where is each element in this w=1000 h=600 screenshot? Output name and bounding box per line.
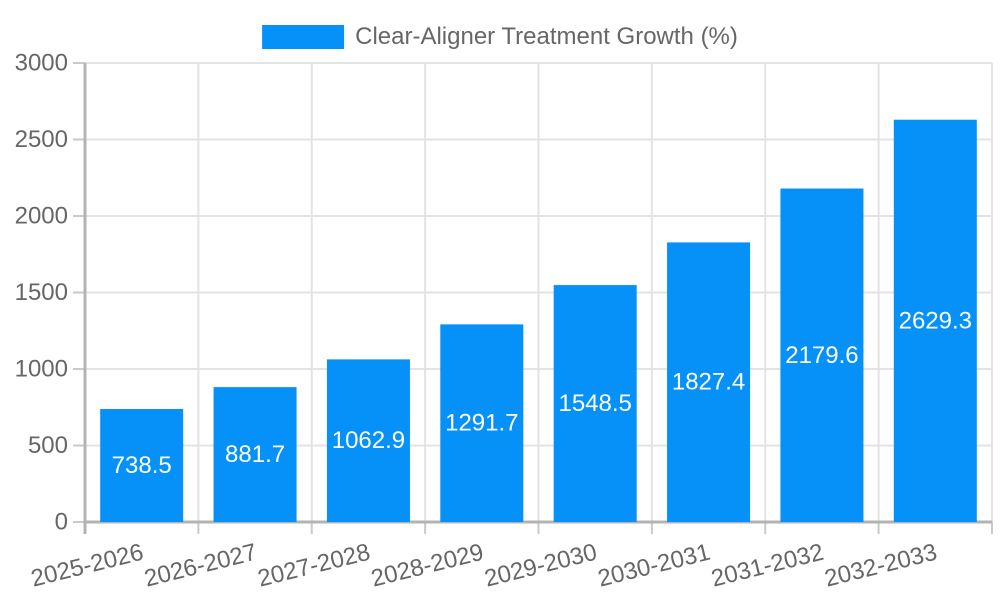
x-tick-label: 2029-2030 <box>482 539 600 593</box>
bar-2029-2030[interactable] <box>553 285 637 522</box>
x-tick-label: 2027-2028 <box>255 539 373 593</box>
y-tick-label: 1000 <box>15 356 68 383</box>
bar-2025-2026[interactable] <box>100 409 184 522</box>
bar-value-label: 1291.7 <box>445 410 518 437</box>
bar-value-label: 1548.5 <box>558 390 631 417</box>
x-tick-label: 2026-2027 <box>142 539 260 593</box>
bar-value-label: 2179.6 <box>785 342 858 369</box>
y-tick-label: 3000 <box>15 50 68 77</box>
y-tick-label: 0 <box>55 509 68 536</box>
x-tick-label: 2032-2033 <box>822 539 940 593</box>
x-tick-label: 2031-2032 <box>708 539 826 593</box>
bar-2028-2029[interactable] <box>440 324 524 522</box>
bar-2027-2028[interactable] <box>326 359 410 522</box>
x-tick-label: 2025-2026 <box>28 539 146 593</box>
legend-color-swatch <box>262 25 345 49</box>
bar-value-label: 881.7 <box>225 441 285 468</box>
x-tick-label: 2028-2029 <box>368 539 486 593</box>
legend-label: Clear-Aligner Treatment Growth (%) <box>355 23 738 50</box>
y-tick-label: 2000 <box>15 203 68 230</box>
bar-value-label: 1827.4 <box>672 369 745 396</box>
bar-value-label: 1062.9 <box>332 427 405 454</box>
bar-2032-2033[interactable] <box>893 119 977 522</box>
x-tick-label: 2030-2031 <box>595 539 713 593</box>
chart-legend[interactable]: Clear-Aligner Treatment Growth (%) <box>262 23 738 51</box>
bar-value-label: 2629.3 <box>899 307 972 334</box>
bar-2031-2032[interactable] <box>780 188 864 523</box>
bar-value-label: 738.5 <box>112 452 172 479</box>
bar-2026-2027[interactable] <box>213 387 297 522</box>
bar-2030-2031[interactable] <box>667 242 751 522</box>
y-tick-label: 2500 <box>15 126 68 153</box>
y-tick-label: 500 <box>28 432 68 459</box>
y-tick-label: 1500 <box>15 279 68 306</box>
